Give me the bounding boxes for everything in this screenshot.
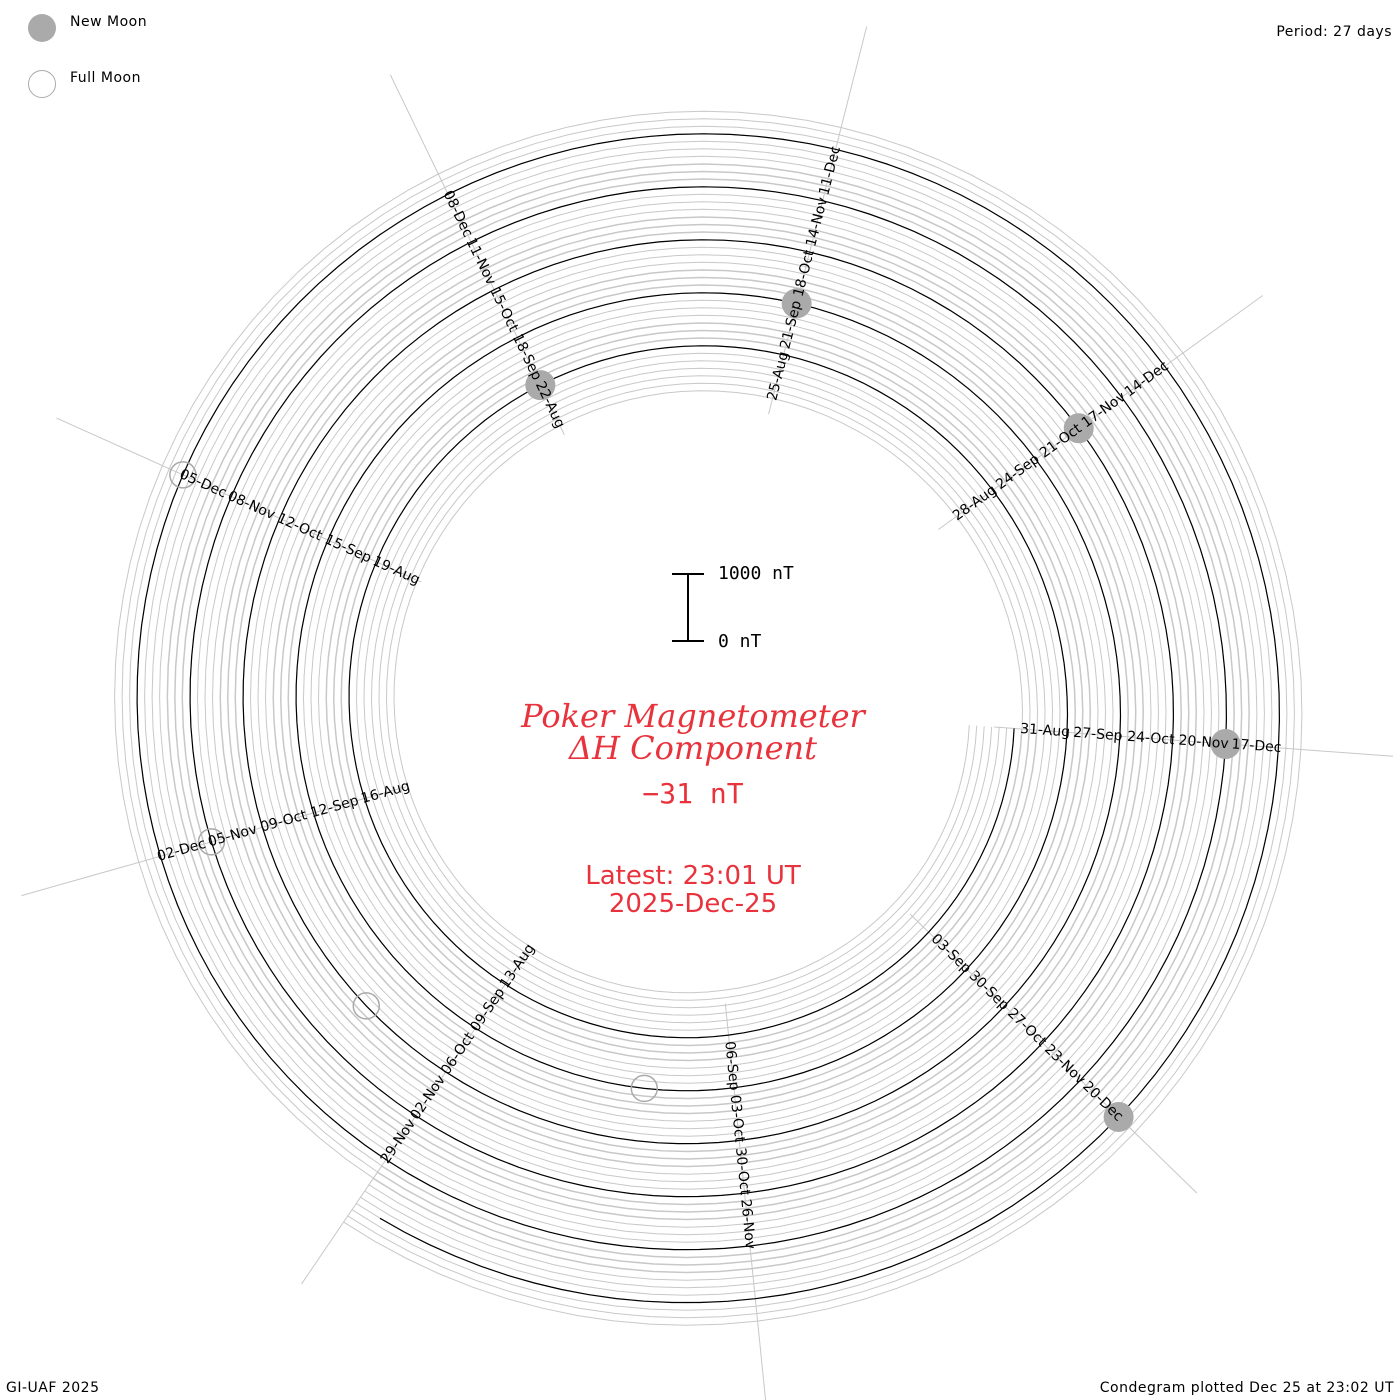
scale-bar-bottom-label: 0 nT xyxy=(718,631,762,652)
grid-radial xyxy=(301,952,527,1285)
footer-credit: GI-UAF 2025 xyxy=(6,1380,100,1396)
chart-title-line2: ΔH Component xyxy=(567,729,817,767)
date-tick-label: 30-Oct xyxy=(732,1147,753,1196)
date-tick-label: 05-Nov xyxy=(206,821,259,850)
date-tick-label: 27-Sep xyxy=(1073,725,1123,745)
new-moon-legend-icon xyxy=(28,14,56,42)
full-moon-marker xyxy=(352,992,381,1020)
grid-radial xyxy=(994,726,1394,757)
date-tick-label: 08-Nov xyxy=(225,488,277,523)
date-tick-label: 03-Oct xyxy=(727,1094,748,1143)
moon-layer xyxy=(169,288,1241,1132)
grid-radial xyxy=(768,26,868,415)
date-tick-label: 12-Oct xyxy=(275,510,325,544)
grid-radial xyxy=(21,786,407,897)
date-tick-label: 24-Oct xyxy=(1127,729,1176,748)
period-label: Period: 27 days xyxy=(1276,24,1392,40)
date-tick-label: 26-Nov xyxy=(737,1198,758,1250)
axis-layer xyxy=(136,133,1281,1304)
date-tick-label: 20-Nov xyxy=(1178,733,1229,753)
scale-bar-top-label: 1000 nT xyxy=(718,563,794,584)
date-tick-label: 02-Dec xyxy=(155,836,207,865)
grid-layer xyxy=(21,26,1394,1400)
date-tick-label: 15-Sep xyxy=(322,532,374,567)
grid-radial xyxy=(56,417,422,583)
grid-radial xyxy=(724,1003,767,1400)
new-moon-legend-label: New Moon xyxy=(70,14,148,30)
date-tick-label: 18-Sep xyxy=(509,332,545,383)
current-value: −31 nT xyxy=(642,777,743,810)
new-moon-marker xyxy=(525,370,556,401)
new-moon-marker xyxy=(1210,728,1241,759)
latest-date: 2025-Dec-25 xyxy=(609,889,777,919)
full-moon-marker xyxy=(197,828,226,856)
date-tick-label: 05-Dec xyxy=(177,466,229,501)
full-moon-marker xyxy=(630,1074,659,1103)
full-moon-marker xyxy=(169,461,197,489)
new-moon-marker xyxy=(1103,1101,1134,1132)
new-moon-marker xyxy=(781,288,812,319)
grid-radial xyxy=(909,913,1198,1194)
date-tick-label: 18-Oct xyxy=(791,248,818,298)
date-tick-label: 08-Dec xyxy=(440,188,476,240)
date-tick-label: 11-Nov xyxy=(463,236,499,288)
date-tick-label: 17-Dec xyxy=(1231,736,1282,756)
footer-plot-time: Condegram plotted Dec 25 at 23:02 UT xyxy=(1099,1380,1394,1396)
date-tick-label: 13-Aug xyxy=(497,941,538,991)
date-tick-label: 19-Aug xyxy=(370,553,422,588)
full-moon-legend-label: Full Moon xyxy=(70,70,141,86)
baseline-spiral xyxy=(136,133,1281,1304)
date-tick-label: 31-Aug xyxy=(1020,721,1071,741)
latest-time: Latest: 23:01 UT xyxy=(585,861,801,891)
chart-title-line1: Poker Magnetometer xyxy=(520,697,866,735)
full-moon-legend-icon xyxy=(28,70,56,98)
scale-bar xyxy=(672,573,704,642)
date-tick-label: 06-Sep xyxy=(721,1041,742,1092)
date-tick-label: 22-Aug xyxy=(532,379,568,431)
new-moon-marker xyxy=(1063,413,1094,444)
date-tick-label: 15-Oct xyxy=(486,285,521,335)
